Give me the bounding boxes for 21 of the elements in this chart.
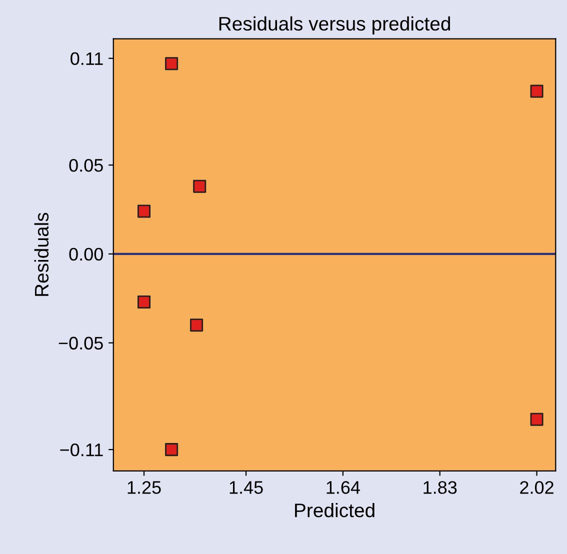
x-tick-label: 2.02: [520, 481, 554, 494]
point: [165, 57, 178, 70]
point: [138, 204, 151, 218]
chart-title: Residuals versus predicted: [219, 16, 450, 34]
point: [138, 295, 151, 308]
y-tick-label: −0.05: [58, 336, 103, 350]
x-tick-label: 1.64: [326, 481, 360, 494]
point: [190, 318, 204, 332]
point: [530, 412, 544, 426]
y-tick-label: −0.11: [60, 443, 103, 456]
x-axis-title: Predicted: [295, 503, 374, 518]
y-tick-label: 0.00: [69, 248, 103, 261]
y-tick-label: 0.05: [69, 158, 103, 172]
point: [530, 84, 544, 98]
x-tick-label: 1.45: [230, 481, 263, 494]
point: [193, 180, 206, 193]
x-tick-label: 1.83: [424, 481, 457, 494]
y-tick-label: 0.11: [70, 52, 103, 66]
point: [165, 443, 178, 456]
x-tick-label: 1.25: [128, 481, 161, 494]
y-axis-title: Residuals: [34, 212, 49, 296]
